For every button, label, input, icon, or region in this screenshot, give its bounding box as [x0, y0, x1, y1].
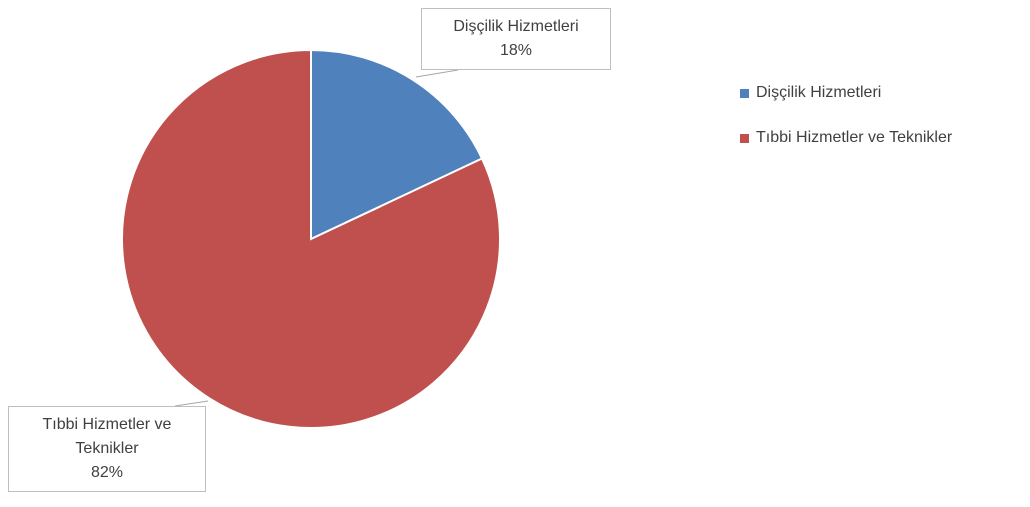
leader-line — [415, 69, 459, 78]
data-label-category: Tıbbi Hizmetler ve Teknikler — [42, 416, 172, 457]
legend-item: Tıbbi Hizmetler ve Teknikler — [740, 129, 952, 147]
leader-line — [174, 400, 209, 407]
legend-swatch — [740, 133, 749, 143]
data-label: Tıbbi Hizmetler ve Teknikler 82% — [8, 406, 206, 492]
legend-swatch — [740, 88, 749, 98]
pie-slice — [310, 48, 484, 241]
legend-label: Dişçilik Hizmetleri — [756, 84, 882, 101]
data-label: Dişçilik Hizmetleri 18% — [421, 8, 611, 70]
data-label-value: 82% — [90, 464, 124, 481]
pie-slice — [121, 48, 501, 429]
legend-label: Tıbbi Hizmetler ve Teknikler — [756, 129, 953, 146]
data-label-value: 18% — [499, 42, 533, 59]
data-label-category: Dişçilik Hizmetleri — [453, 18, 579, 35]
legend-item: Dişçilik Hizmetleri — [740, 84, 881, 102]
